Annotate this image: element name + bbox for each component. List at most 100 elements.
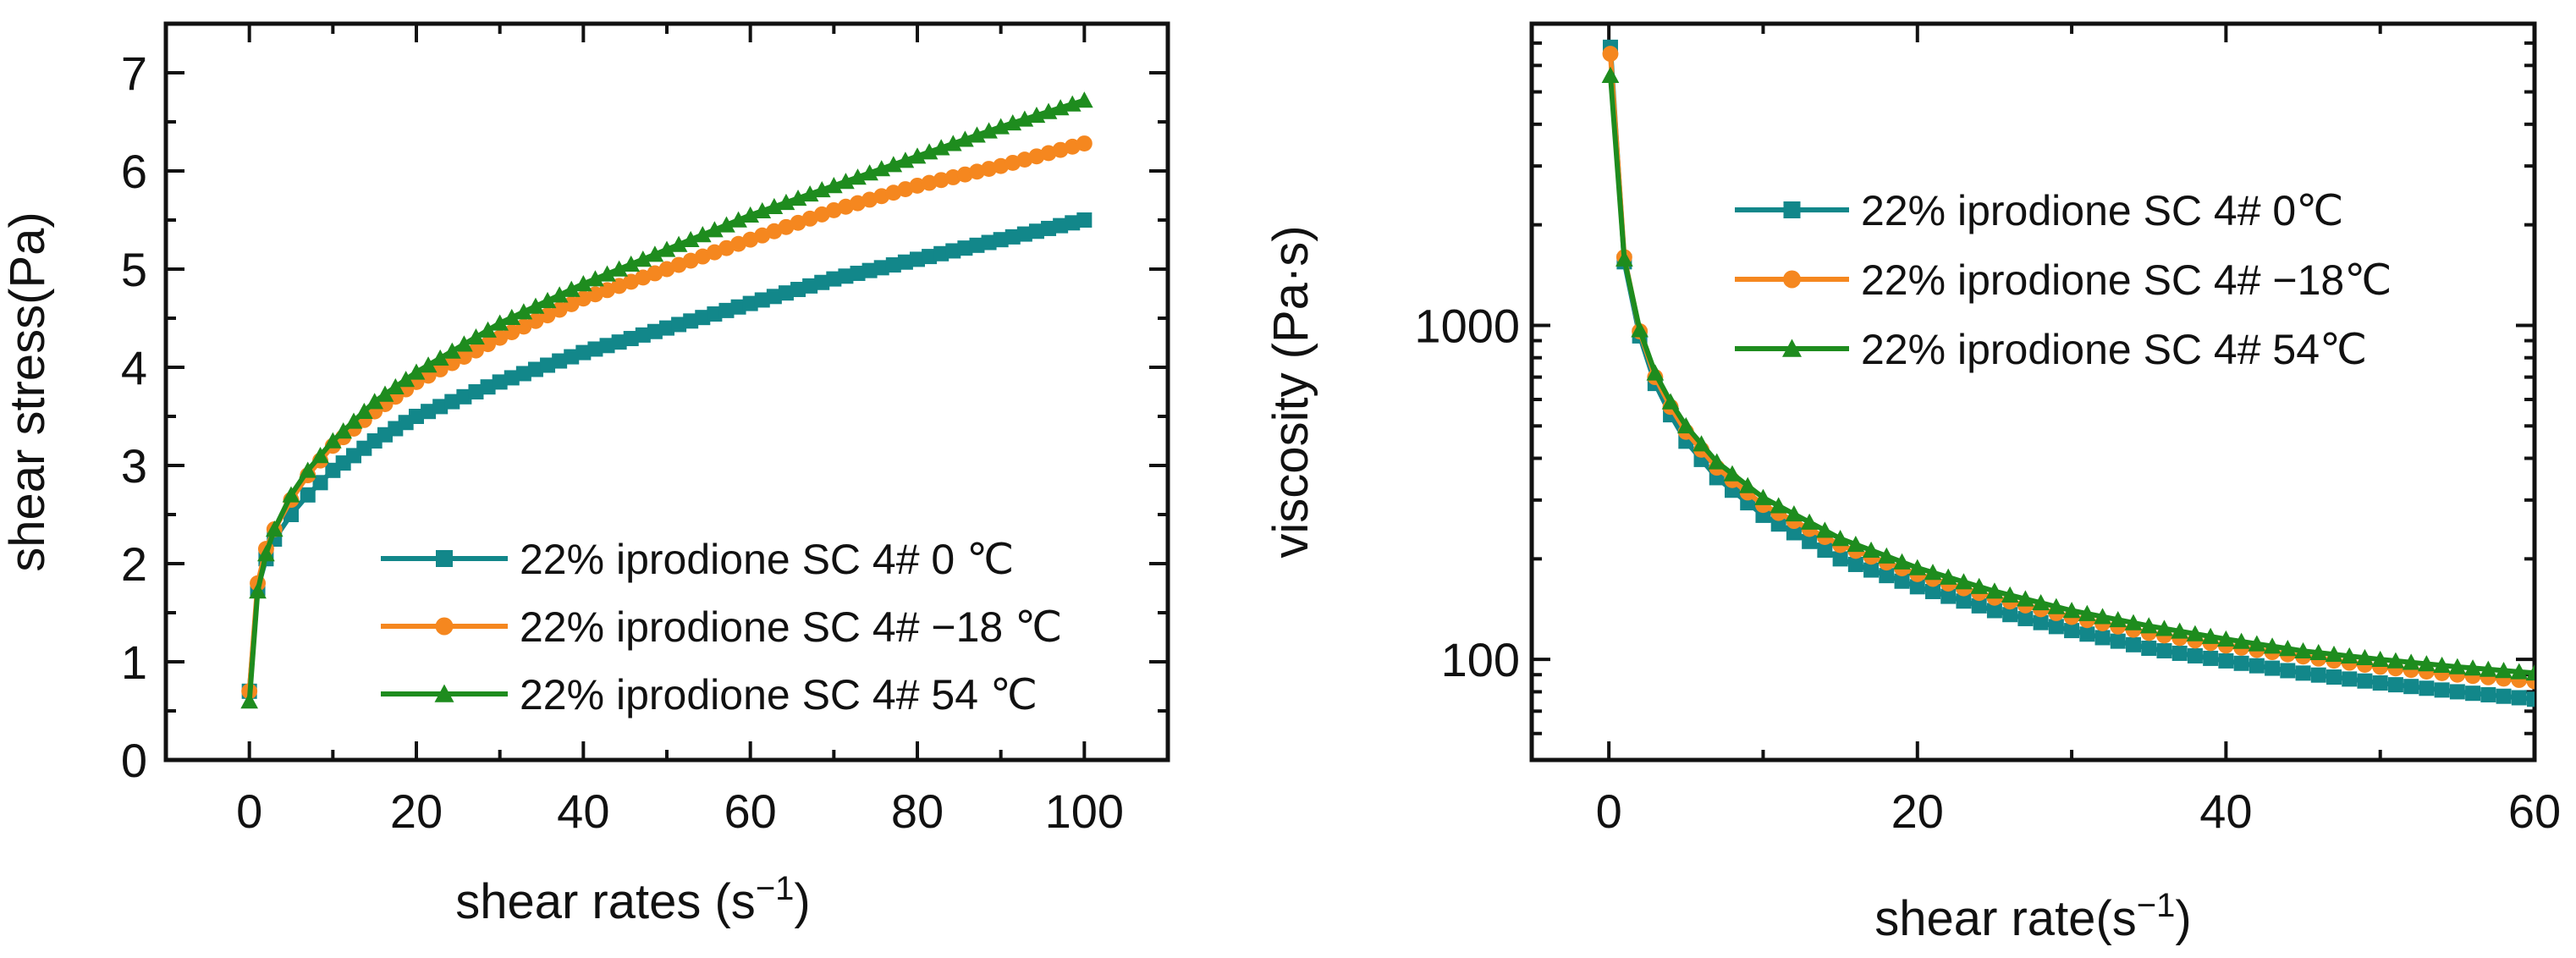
data-point xyxy=(468,384,484,399)
y-tick-label: 1000 xyxy=(1414,299,1520,352)
x-axis-label: shear rate(s−1) xyxy=(1874,887,2191,946)
legend: 22% iprodione SC 4# 0℃ 22% iprodione SC 4… xyxy=(1735,187,2392,373)
data-point xyxy=(2186,625,2204,641)
y-tick-label: 6 xyxy=(121,145,147,198)
data-point xyxy=(872,160,891,177)
data-point xyxy=(647,323,663,339)
legend-marker xyxy=(436,550,453,567)
data-point xyxy=(921,174,938,191)
data-point xyxy=(1770,497,1788,514)
data-point xyxy=(1817,542,1833,559)
data-point xyxy=(443,355,460,372)
data-point xyxy=(265,520,283,537)
data-point xyxy=(922,249,938,265)
data-point xyxy=(515,318,532,335)
data-point xyxy=(1985,582,2004,599)
data-point xyxy=(397,371,416,388)
data-point xyxy=(1770,516,1786,532)
data-point xyxy=(969,163,985,180)
data-point xyxy=(2079,626,2095,642)
data-point xyxy=(1863,562,1880,578)
data-point xyxy=(421,404,437,420)
legend-marker xyxy=(1782,339,1802,357)
data-point xyxy=(334,422,353,439)
data-point xyxy=(2094,608,2111,625)
data-point xyxy=(1075,91,1093,108)
data-point xyxy=(695,310,711,326)
legend-label: 22% iprodione SC 4# 54℃ xyxy=(1861,326,2367,373)
data-point xyxy=(432,399,449,415)
data-point xyxy=(707,306,723,322)
data-point xyxy=(730,299,746,315)
data-point xyxy=(504,370,520,386)
legend-label: 22% iprodione SC 4# −18 ℃ xyxy=(520,603,1062,651)
x-tick-label: 60 xyxy=(2508,785,2561,838)
data-point xyxy=(2342,671,2358,687)
data-point xyxy=(468,342,484,359)
legend: 22% iprodione SC 4# 0 ℃ 22% iprodione SC … xyxy=(381,536,1062,718)
data-point xyxy=(2033,614,2049,630)
data-point xyxy=(2465,685,2481,702)
data-point xyxy=(587,341,603,357)
data-point xyxy=(2064,623,2080,639)
data-point xyxy=(562,280,581,297)
data-point xyxy=(2419,680,2435,696)
data-point xyxy=(1939,568,1957,585)
data-point xyxy=(885,257,901,273)
data-point xyxy=(2141,640,2157,656)
data-point xyxy=(2418,655,2436,672)
data-point xyxy=(944,135,962,151)
data-point xyxy=(2187,647,2203,663)
y-tick-label: 0 xyxy=(121,734,147,787)
x-tick-label: 80 xyxy=(891,785,944,838)
data-point xyxy=(2232,632,2250,649)
data-point xyxy=(419,356,438,373)
data-point xyxy=(789,189,807,206)
data-point xyxy=(1816,521,1834,538)
data-point xyxy=(443,342,461,359)
data-point xyxy=(1908,559,1927,575)
data-point xyxy=(1802,533,1818,549)
data-point xyxy=(2387,677,2403,693)
data-point xyxy=(1831,530,1849,547)
data-point xyxy=(492,329,509,346)
data-point xyxy=(1693,435,1710,452)
x-axis-label-suffix: ) xyxy=(794,874,810,929)
data-point xyxy=(2263,637,2282,654)
data-point xyxy=(503,308,521,325)
data-point xyxy=(2265,660,2281,676)
data-point xyxy=(850,265,866,281)
x-tick-label: 100 xyxy=(1045,785,1124,838)
data-point xyxy=(1661,393,1680,410)
data-point xyxy=(444,394,460,410)
data-point xyxy=(2203,650,2219,666)
data-point xyxy=(683,313,699,329)
data-point xyxy=(2109,610,2127,628)
x-tick-label: 40 xyxy=(2199,785,2252,838)
data-point xyxy=(455,349,472,366)
legend-marker xyxy=(435,617,454,636)
data-point xyxy=(491,314,509,331)
data-point xyxy=(993,232,1009,248)
data-point xyxy=(2171,622,2189,639)
data-point xyxy=(2201,627,2220,644)
data-point xyxy=(2124,614,2143,630)
data-point xyxy=(2171,645,2188,661)
x-axis-label-suffix: ) xyxy=(2175,891,2191,946)
data-point xyxy=(2403,679,2419,695)
legend-marker xyxy=(1783,201,1801,218)
data-point xyxy=(312,475,328,491)
data-point xyxy=(538,291,557,309)
data-point xyxy=(766,289,782,305)
y-tick-label: 2 xyxy=(121,537,147,591)
data-point xyxy=(611,334,627,350)
data-point xyxy=(741,206,760,223)
data-point xyxy=(539,307,556,324)
data-point xyxy=(981,234,997,251)
data-point xyxy=(515,366,531,382)
y-tick-label: 100 xyxy=(1441,633,1520,686)
data-point xyxy=(407,363,426,380)
series-22-iprodione-sc-4-54 xyxy=(1601,66,2535,681)
data-point xyxy=(693,226,712,243)
